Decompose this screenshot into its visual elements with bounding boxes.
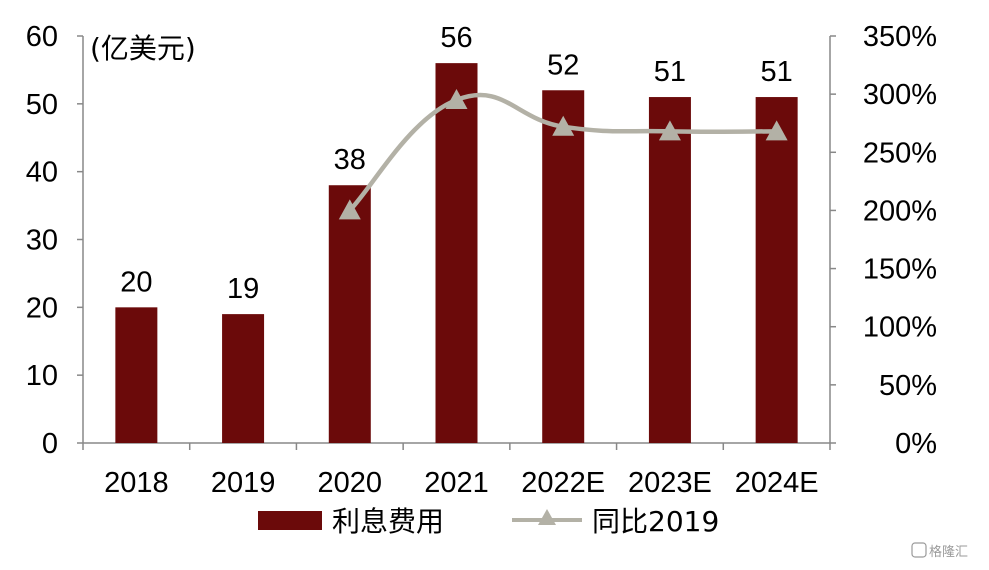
- bar: [542, 90, 585, 444]
- line-series: [338, 88, 788, 220]
- bar: [755, 97, 798, 444]
- left-tick-label: 40: [26, 157, 58, 189]
- bar: [222, 314, 265, 443]
- line-point-marker: [445, 88, 468, 109]
- bar-value-label: 52: [547, 49, 579, 81]
- bar: [435, 63, 478, 444]
- bar-value-label: 19: [227, 273, 259, 305]
- bar-value-label: 51: [761, 56, 793, 88]
- right-tick-label: 50%: [879, 370, 937, 402]
- watermark: 格隆汇: [911, 542, 968, 560]
- bar-value-label: 56: [440, 22, 472, 54]
- x-tick-label: 2019: [211, 467, 276, 499]
- left-tick-label: 10: [26, 360, 58, 392]
- x-tick-label: 2020: [318, 467, 383, 499]
- line-point-marker: [765, 120, 788, 141]
- line-point-marker: [552, 115, 575, 136]
- legend-bar-swatch: [258, 511, 322, 530]
- x-tick-label: 2021: [424, 467, 489, 499]
- line-point-marker: [338, 199, 361, 220]
- left-y-axis-ticks: 0 10 20 30 40 50 60: [26, 21, 83, 460]
- x-tick-label: 2022E: [521, 467, 605, 499]
- left-tick-label: 30: [26, 225, 58, 257]
- bar-value-label: 38: [334, 144, 366, 176]
- x-axis-ticks: 2018 2019 2020 2021 2022E 2023E 2024E: [82, 443, 831, 499]
- right-y-axis-ticks: 0% 50% 100% 150% 200% 250% 300% 350%: [830, 21, 937, 460]
- right-tick-label: 100%: [863, 312, 937, 344]
- legend-triangle-marker: [538, 509, 556, 525]
- legend-bar-label: 利息费用: [332, 505, 444, 538]
- legend: 利息费用 同比2019: [258, 505, 719, 538]
- x-tick-label: 2018: [104, 467, 169, 499]
- right-tick-label: 350%: [863, 21, 937, 53]
- bar-series: [115, 63, 798, 444]
- line-point-marker: [658, 120, 681, 141]
- bar: [328, 185, 371, 443]
- right-tick-label: 200%: [863, 195, 937, 227]
- x-tick-label: 2023E: [628, 467, 712, 499]
- left-tick-label: 20: [26, 292, 58, 324]
- legend-line-label: 同比2019: [592, 505, 719, 538]
- left-tick-label: 0: [42, 428, 58, 460]
- unit-label: (亿美元): [90, 32, 196, 65]
- right-tick-label: 0%: [895, 428, 937, 460]
- left-tick-label: 60: [26, 21, 58, 53]
- x-tick-label: 2024E: [735, 467, 819, 499]
- right-tick-label: 300%: [863, 79, 937, 111]
- bar: [115, 307, 158, 443]
- right-tick-label: 150%: [863, 254, 937, 286]
- bar: [648, 97, 691, 444]
- yoy-line: [348, 92, 777, 212]
- watermark-logo-icon: [911, 542, 927, 558]
- bar-value-label: 20: [120, 266, 152, 298]
- left-tick-label: 50: [26, 89, 58, 121]
- watermark-text: 格隆汇: [929, 544, 968, 560]
- right-tick-label: 250%: [863, 137, 937, 169]
- bar-value-label: 51: [654, 56, 686, 88]
- bar-data-labels: 20 19 38 56 52 51 51: [120, 22, 793, 305]
